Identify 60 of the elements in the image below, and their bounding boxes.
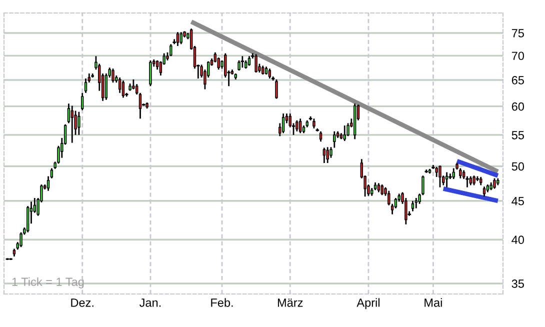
candlestick [312,118,316,130]
candlestick [326,146,329,164]
y-tick-label: 70 [512,52,524,60]
candlestick [248,55,251,66]
candlestick [459,168,462,180]
candlestick [438,164,442,188]
candlestick [493,178,496,190]
candlestick [482,186,486,198]
candlestick [176,31,180,47]
candlestick [472,174,476,186]
candlestick [298,118,302,134]
candlestick [112,68,114,84]
candlestick [122,80,125,98]
y-tick-label: 45 [512,197,524,206]
y-tick-label: 35 [512,280,524,288]
candlestick [282,112,285,134]
candlestick [132,78,135,90]
candlestick [380,184,384,196]
x-tick-label: Jan. [139,298,161,307]
candlestick [330,146,332,159]
x-tick-label: April [356,298,380,310]
candlestick [377,182,380,193]
candlestick [322,147,326,164]
candlestick [388,190,390,206]
candlestick [70,105,74,144]
candlestick [319,130,322,142]
x-tick-label: Feb. [211,298,233,307]
x-tick-label: März [278,298,303,307]
candlestick [452,168,455,180]
candlestick [435,166,438,178]
y-tick-label: 55 [512,131,524,140]
candlestick [84,78,88,94]
annotation: 1 Tick = 1 Tag [12,277,84,288]
candlestick [78,111,80,136]
candlestick [445,172,448,188]
candlestick [20,232,22,248]
candlestick [296,120,298,132]
y-tick-label: 60 [512,102,524,111]
candlestick [170,43,172,57]
candlestick [346,122,350,137]
candlestick [180,31,182,45]
x-tick-label: Mai [424,298,442,307]
y-tick-label: 65 [512,76,524,84]
y-tick-label: 75 [512,29,524,38]
candlestick [26,205,30,233]
y-tick-label: 40 [512,236,524,244]
candlestick [217,56,220,70]
candlestick [333,130,336,148]
candlestick [268,68,272,80]
candlestick [343,124,346,142]
candlestick [414,197,418,209]
candlestick [80,92,84,111]
candlestick [149,60,152,87]
candlestick [411,200,414,212]
candlestick [275,78,278,100]
x-tick-label: Dez. [71,298,94,307]
candlestick [238,60,240,72]
y-tick-label: 50 [512,162,524,171]
candlestick [118,76,122,94]
candlestick [254,54,258,74]
